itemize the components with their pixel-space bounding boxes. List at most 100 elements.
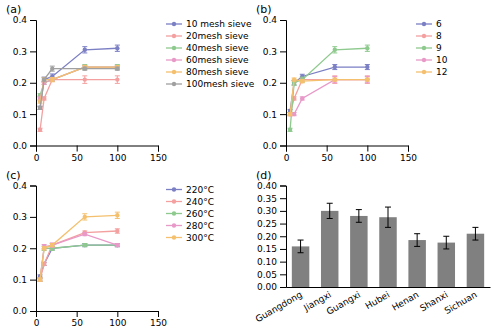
line — [290, 80, 367, 115]
error-cap — [385, 207, 391, 208]
tick-label: 50 — [321, 153, 333, 163]
error-bar — [115, 45, 120, 51]
bar — [438, 243, 455, 287]
y-axis: 0.00.10.20.30.4 — [13, 15, 37, 151]
error-cap — [443, 236, 449, 237]
tick-mark — [280, 186, 286, 187]
line — [290, 80, 367, 115]
error-bar — [115, 244, 120, 247]
point — [38, 277, 42, 281]
error-bar — [42, 77, 47, 81]
legend-marker — [172, 187, 176, 191]
line — [290, 48, 367, 130]
series — [288, 45, 370, 132]
tick-mark — [280, 287, 286, 288]
tick-mark — [30, 280, 36, 281]
series — [288, 65, 370, 114]
point — [83, 232, 87, 236]
error-line — [446, 236, 447, 249]
tick-mark — [30, 20, 36, 21]
error-cap — [332, 83, 337, 84]
axis-line — [287, 287, 491, 288]
panel: (d)0.000.050.100.150.200.250.300.350.40G… — [254, 169, 491, 325]
point — [38, 277, 42, 281]
error-cap — [332, 82, 337, 83]
error-cap — [414, 246, 420, 247]
error-bar — [443, 236, 449, 249]
error-bar — [332, 47, 337, 53]
legend-label: 220°C — [186, 185, 214, 195]
legend-marker — [172, 223, 176, 227]
error-bar — [82, 47, 87, 53]
tick-mark — [30, 311, 36, 312]
marks — [292, 203, 484, 287]
axis-line — [37, 146, 159, 152]
panel: (a)0.00.10.20.30.405010015010 mesh sieve… — [6, 3, 255, 163]
tick: 0.4 — [263, 15, 286, 25]
point — [83, 77, 87, 81]
tick: 0.0 — [263, 141, 286, 151]
x-axis: 050100150 — [34, 146, 168, 163]
tick-label: Sichuan — [443, 289, 479, 316]
error-cap — [332, 46, 337, 47]
tick-mark — [158, 146, 159, 152]
tick: 50 — [71, 311, 83, 328]
series — [38, 65, 120, 104]
tick-label: 0.20 — [257, 232, 277, 242]
point — [83, 243, 87, 247]
tick: 0.05 — [257, 270, 286, 280]
point — [288, 112, 292, 116]
tick: 0.2 — [13, 244, 36, 254]
legend-item: 240°C — [166, 197, 214, 207]
legend-label: 10 — [436, 55, 448, 65]
tick-label: 0.2 — [13, 244, 27, 254]
error-line — [475, 227, 476, 240]
legend-item: 8 — [416, 31, 442, 41]
legend-label: 60mesh sieve — [186, 55, 249, 65]
error-line — [300, 240, 301, 253]
tick-label: 0.2 — [13, 78, 27, 88]
point — [42, 246, 46, 250]
tick-label: 50 — [71, 318, 83, 328]
error-cap — [385, 227, 391, 228]
tick: 0.1 — [263, 110, 286, 120]
legend-label: 12 — [436, 67, 447, 77]
error-cap — [82, 75, 87, 76]
plot-area: 0.00.10.20.30.4050100150 — [263, 15, 418, 163]
legend-item: 10 mesh sieve — [166, 19, 252, 29]
error-cap — [82, 83, 87, 84]
error-bar — [42, 247, 47, 250]
point — [42, 96, 46, 100]
legend-item: 9 — [416, 43, 442, 53]
tick: 0.0 — [13, 141, 36, 151]
tick-label: Guangxi — [325, 289, 362, 316]
point — [115, 46, 119, 50]
tick-mark — [280, 224, 286, 225]
tick: 0.4 — [13, 181, 36, 191]
tick: 0.30 — [257, 206, 286, 216]
legend-label: 240°C — [186, 197, 214, 207]
bar — [350, 216, 367, 287]
tick-label: 0 — [34, 318, 40, 328]
point — [115, 243, 119, 247]
error-bar — [50, 243, 55, 247]
tick: 0.3 — [263, 47, 286, 57]
error-bar — [115, 76, 120, 84]
legend: 6891012 — [416, 19, 448, 77]
error-cap — [115, 218, 120, 219]
error-bar — [365, 45, 370, 51]
point — [83, 66, 87, 70]
error-cap — [332, 52, 337, 53]
point — [333, 77, 337, 81]
point — [50, 243, 54, 247]
plot-area: 0.00.10.20.30.4050100150 — [13, 15, 168, 163]
line — [40, 215, 117, 279]
legend-marker — [172, 46, 176, 50]
tick-label: 0.1 — [13, 110, 27, 120]
point — [42, 77, 46, 81]
error-cap — [356, 209, 362, 210]
error-bar — [472, 227, 478, 240]
tick: 0.3 — [13, 47, 36, 57]
line — [40, 48, 117, 108]
marks — [288, 45, 370, 132]
